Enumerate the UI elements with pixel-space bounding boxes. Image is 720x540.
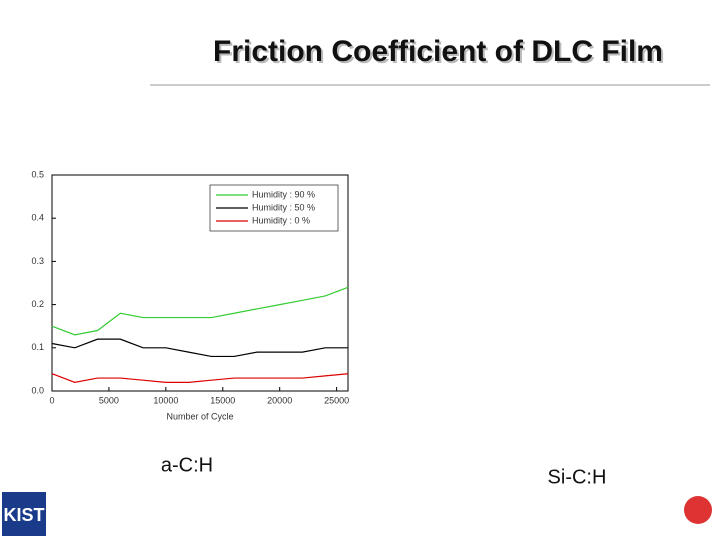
legend-label: Humidity : 90 % xyxy=(252,189,315,199)
plot-frame xyxy=(51,174,349,392)
caption: a-C:H xyxy=(161,454,213,476)
x-tick-label: 10000 xyxy=(153,395,178,405)
line-series xyxy=(51,286,349,336)
title-shadow: Friction Coefficient of DLC Film xyxy=(215,37,665,70)
legend-label: Humidity : 50 % xyxy=(252,202,315,212)
slide-title: Friction Coefficient of DLC Film xyxy=(213,35,663,68)
x-tick-label: 5000 xyxy=(99,395,119,405)
logo-box xyxy=(2,492,46,536)
legend-label: Humidity : 0 % xyxy=(252,215,310,225)
x-tick-label: 0 xyxy=(49,395,54,405)
line-series xyxy=(51,338,348,358)
line-series xyxy=(51,373,349,383)
caption: Si-C:H xyxy=(548,466,607,488)
y-tick-label: 0.5 xyxy=(31,169,44,179)
logo-icon xyxy=(684,496,712,524)
y-tick-label: 0.3 xyxy=(31,256,44,266)
y-tick-label: 0.1 xyxy=(31,342,44,352)
y-tick-label: 0.2 xyxy=(31,299,44,309)
x-tick-label: 20000 xyxy=(267,395,292,405)
x-axis-label: Number of Cycle xyxy=(166,411,233,421)
y-tick-label: 0.0 xyxy=(31,385,44,395)
x-tick-label: 25000 xyxy=(324,395,349,405)
logo-text: KIST xyxy=(3,505,44,525)
y-tick-label: 0.4 xyxy=(31,213,44,223)
x-tick-label: 15000 xyxy=(210,395,235,405)
